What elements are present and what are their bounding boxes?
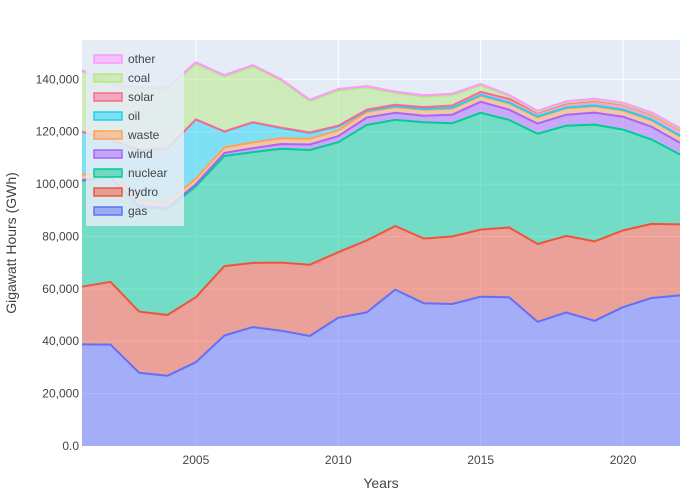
legend-label-nuclear: nuclear [128, 166, 167, 180]
legend-label-solar: solar [128, 90, 154, 104]
legend-item-other[interactable]: other [93, 52, 155, 66]
legend-swatch-oil [93, 111, 123, 121]
legend-swatch-nuclear [93, 168, 123, 178]
legend-swatch-waste [93, 130, 123, 140]
x-tick-label: 2005 [183, 453, 210, 467]
x-tick-label: 2020 [610, 453, 637, 467]
y-tick-label: 120,000 [36, 125, 80, 139]
legend-item-coal[interactable]: coal [93, 71, 150, 85]
legend-label-coal: coal [128, 71, 150, 85]
x-tick-label: 2010 [325, 453, 352, 467]
y-tick-label: 140,000 [36, 72, 80, 86]
x-tick-label: 2015 [467, 453, 494, 467]
area-wind[interactable] [82, 101, 680, 210]
legend-label-other: other [128, 52, 155, 66]
legend-item-gas[interactable]: gas [93, 204, 147, 218]
legend-item-waste[interactable]: waste [93, 128, 160, 142]
legend-label-oil: oil [128, 109, 140, 123]
x-axis-title: Years [363, 475, 398, 491]
x-tick-labels: 2005 2010 2015 2020 [183, 453, 637, 467]
legend-item-hydro[interactable]: hydro [93, 185, 158, 199]
legend-item-oil[interactable]: oil [93, 109, 140, 123]
y-tick-label: 80,000 [42, 229, 79, 243]
y-tick-label: 100,000 [36, 177, 80, 191]
y-tick-label: 40,000 [42, 334, 79, 348]
area-gas[interactable] [82, 289, 680, 446]
legend-label-waste: waste [127, 128, 160, 142]
legend-swatch-coal [93, 73, 123, 83]
line-gas [81, 288, 681, 377]
legend-label-gas: gas [128, 204, 147, 218]
y-tick-labels: 0.0 20,000 40,000 60,000 80,000 100,000 120,00… [36, 72, 80, 453]
legend-item-wind[interactable]: wind [93, 147, 153, 161]
legend-label-wind: wind [127, 147, 153, 161]
legend-swatch-solar [93, 92, 123, 102]
legend-item-solar[interactable]: solar [93, 90, 154, 104]
legend-swatch-other [93, 54, 123, 64]
legend-item-nuclear[interactable]: nuclear [93, 166, 167, 180]
legend-swatch-hydro [93, 187, 123, 197]
legend-swatch-wind [93, 149, 123, 159]
y-tick-label: 20,000 [42, 387, 79, 401]
legend[interactable]: other coal solar oil waste wind nuclear hydro ga… [86, 46, 184, 226]
line-hydro [81, 222, 681, 316]
legend-label-hydro: hydro [128, 185, 158, 199]
y-axis-title: Gigawatt Hours (GWh) [3, 172, 19, 314]
y-tick-label: 60,000 [42, 282, 79, 296]
y-tick-label: 0.0 [62, 439, 79, 453]
legend-swatch-gas [93, 206, 123, 216]
